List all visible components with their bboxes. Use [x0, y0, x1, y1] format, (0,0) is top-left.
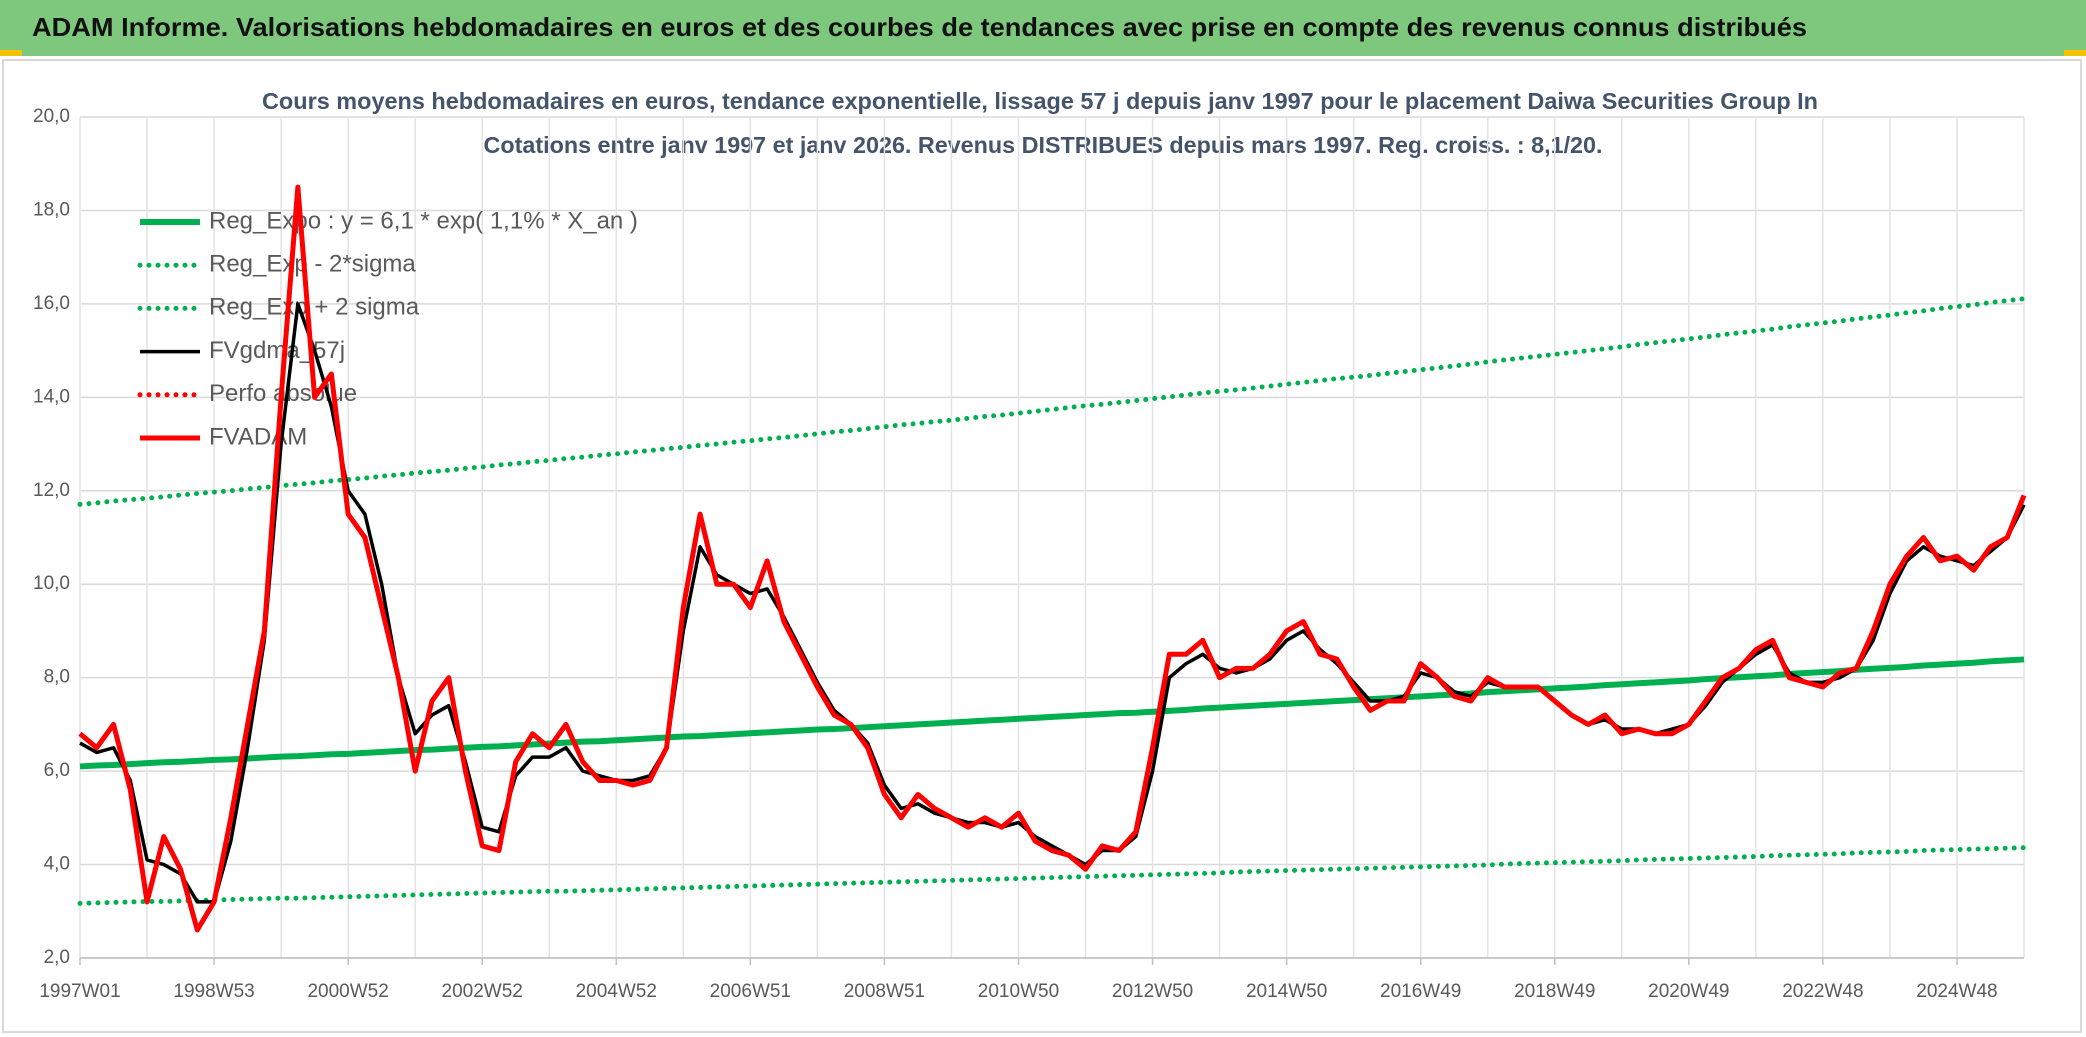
x-tick-label: 2022W48	[1782, 981, 1863, 1002]
y-tick-label: 6,0	[44, 760, 70, 781]
x-tick-label: 2004W52	[576, 981, 657, 1002]
y-tick-label: 16,0	[33, 293, 70, 314]
header-corner	[0, 50, 22, 56]
y-tick-label: 2,0	[44, 947, 70, 968]
x-tick-label: 2018W49	[1514, 981, 1595, 1002]
x-tick-label: 2020W49	[1648, 981, 1729, 1002]
header-corner	[2064, 50, 2086, 56]
x-tick-label: 2010W50	[978, 981, 1059, 1002]
x-tick-label: 1998W53	[173, 981, 254, 1002]
y-tick-label: 18,0	[33, 199, 70, 220]
y-tick-label: 20,0	[33, 106, 70, 127]
chart-subtitle: Cotations entre janv 1997 et janv 2026. …	[484, 132, 1603, 158]
header-title: ADAM Informe. Valorisations hebdomadaire…	[32, 12, 1807, 42]
x-tick-label: 2008W51	[844, 981, 925, 1002]
legend-label: Reg_Exp + 2 sigma	[209, 294, 420, 321]
x-tick-label: 2024W48	[1916, 981, 1997, 1002]
y-tick-label: 8,0	[44, 667, 70, 688]
y-tick-label: 14,0	[33, 386, 70, 407]
x-tick-label: 1997W01	[39, 981, 120, 1002]
grid: 2,0 4,0 6,0 8,0 10,0 12,0 14,0 16,0 18,0 20,0 1997…	[33, 106, 2025, 1002]
chart-border	[2, 59, 2082, 1033]
series-line	[77, 296, 2027, 507]
plot-area	[77, 184, 2027, 933]
x-tick-label: 2006W51	[710, 981, 791, 1002]
x-tick-label: 2012W50	[1112, 981, 1193, 1002]
y-tick-label: 4,0	[44, 854, 70, 875]
legend-label: FVADAM	[209, 423, 307, 450]
y-tick-label: 12,0	[33, 480, 70, 501]
series-line	[79, 656, 2025, 770]
x-tick-label: 2002W52	[442, 981, 523, 1002]
x-tick-label: 2014W50	[1246, 981, 1327, 1002]
legend-label: Reg_Expo : y = 6,1 * exp( 1,1% * X_an )	[209, 207, 638, 234]
header-bar	[0, 0, 2086, 56]
x-tick-label: 2016W49	[1380, 981, 1461, 1002]
y-tick-label: 10,0	[33, 573, 70, 594]
series-line	[78, 184, 2027, 933]
series-line	[77, 845, 2027, 906]
x-tick-label: 2000W52	[307, 981, 388, 1002]
legend-label: FVgdma_57j	[209, 337, 345, 364]
legend-label: Reg_Exp - 2*sigma	[209, 251, 416, 278]
chart-title: Cours moyens hebdomadaires en euros, ten…	[262, 88, 1818, 114]
